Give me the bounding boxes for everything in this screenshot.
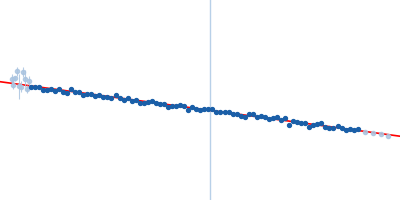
Point — [165, 105, 171, 108]
Point — [302, 122, 308, 125]
Point — [96, 93, 102, 96]
Point — [370, 131, 376, 135]
Point — [124, 96, 131, 100]
Point — [266, 118, 272, 121]
Point — [314, 123, 320, 126]
Point — [149, 100, 155, 103]
Point — [290, 119, 296, 122]
Point — [350, 128, 357, 131]
Point — [104, 95, 111, 98]
Point — [92, 95, 98, 98]
Point — [64, 91, 70, 94]
Point — [120, 98, 127, 102]
Point — [354, 128, 361, 131]
Point — [250, 113, 256, 116]
Point — [330, 126, 337, 129]
Point — [36, 85, 42, 88]
Point — [40, 89, 46, 92]
Point — [112, 93, 119, 96]
Point — [310, 123, 316, 126]
Point — [229, 112, 236, 116]
Point — [76, 91, 82, 94]
Point — [258, 114, 264, 117]
Point — [193, 107, 200, 111]
Point — [116, 96, 123, 100]
Point — [48, 88, 54, 91]
Point — [385, 135, 392, 138]
Point — [334, 125, 341, 128]
Point — [209, 108, 216, 111]
Point — [338, 126, 345, 129]
Point — [270, 117, 276, 120]
Point — [88, 92, 94, 96]
Point — [52, 89, 58, 92]
Point — [225, 110, 232, 113]
Point — [181, 105, 187, 108]
Point — [274, 116, 280, 119]
Point — [32, 85, 38, 89]
Point — [177, 103, 183, 106]
Point — [246, 113, 252, 116]
Point — [153, 101, 159, 104]
Point — [60, 90, 66, 93]
Point — [128, 100, 135, 103]
Point — [201, 107, 208, 110]
Point — [84, 93, 90, 96]
Point — [140, 102, 147, 105]
Point — [298, 122, 304, 125]
Point — [326, 126, 333, 129]
Point — [242, 115, 248, 118]
Point — [100, 95, 107, 98]
Point — [378, 132, 384, 136]
Point — [342, 128, 349, 131]
Point — [318, 122, 324, 125]
Point — [362, 131, 368, 134]
Point — [197, 108, 204, 112]
Point — [294, 120, 300, 124]
Point — [132, 98, 139, 102]
Point — [28, 85, 34, 88]
Point — [278, 118, 284, 122]
Point — [145, 100, 151, 103]
Point — [234, 113, 240, 116]
Point — [254, 115, 260, 118]
Point — [169, 105, 175, 108]
Point — [282, 117, 288, 120]
Point — [185, 108, 191, 111]
Point — [217, 111, 224, 114]
Point — [238, 114, 244, 118]
Point — [68, 88, 74, 91]
Point — [221, 110, 228, 113]
Point — [161, 103, 167, 106]
Point — [213, 111, 220, 114]
Point — [72, 91, 78, 94]
Point — [80, 93, 86, 97]
Point — [205, 107, 212, 110]
Point — [346, 127, 353, 130]
Point — [262, 116, 268, 119]
Point — [306, 125, 312, 128]
Point — [44, 89, 50, 92]
Point — [322, 125, 329, 128]
Point — [157, 102, 163, 105]
Point — [56, 88, 62, 91]
Point — [108, 96, 115, 99]
Point — [136, 102, 143, 105]
Point — [286, 123, 292, 126]
Point — [189, 106, 196, 109]
Point — [173, 105, 179, 108]
